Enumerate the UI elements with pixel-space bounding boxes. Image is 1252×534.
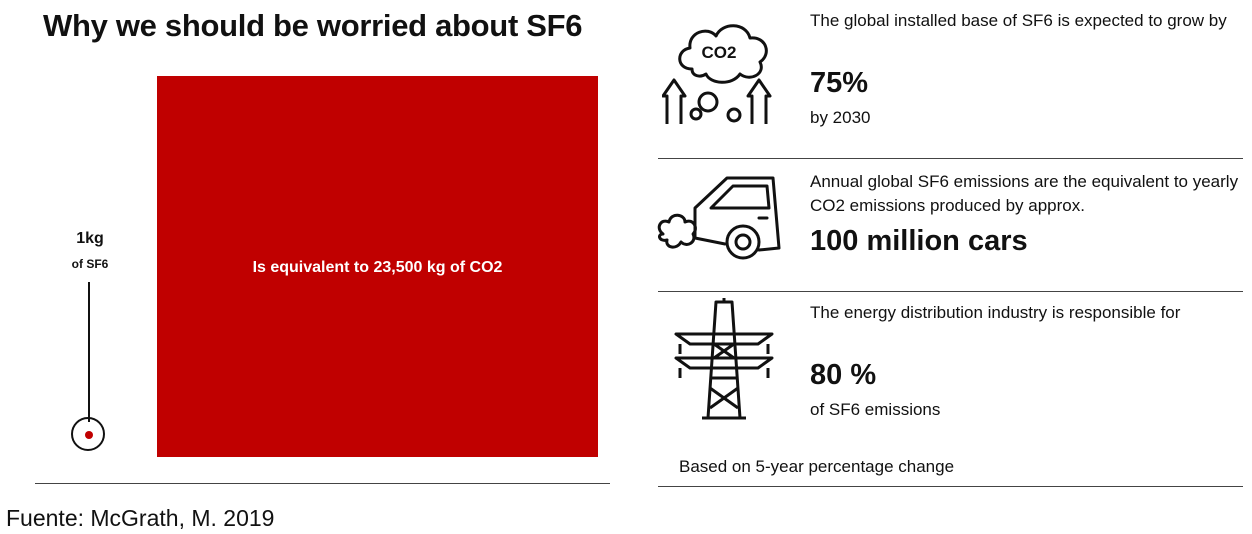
stat-cars-value: 100 million cars [810, 225, 1028, 257]
weight-icon [71, 417, 105, 451]
source-citation: Fuente: McGrath, M. 2019 [6, 505, 275, 531]
stat-industry-text: The energy distribution industry is resp… [810, 303, 1181, 322]
footnote: Based on 5-year percentage change [679, 457, 955, 476]
weight-string [88, 282, 90, 422]
divider [658, 158, 1243, 159]
co2-icon-label: CO2 [702, 43, 737, 62]
stat-industry-value: 80 % [810, 359, 877, 391]
car-emissions-icon [657, 176, 781, 260]
divider [658, 291, 1243, 292]
co2-cloud-icon: CO2 [662, 24, 772, 124]
weight-dot [85, 431, 93, 439]
divider [658, 486, 1243, 487]
stat-growth-text: The global installed base of SF6 is expe… [810, 11, 1227, 30]
stat-growth-sub: by 2030 [810, 108, 871, 127]
co2-equivalent-box: Is equivalent to 23,500 kg of CO2 [157, 76, 598, 457]
weight-sublabel: of SF6 [71, 257, 109, 271]
power-tower-icon [674, 298, 774, 420]
stat-cars-text: Annual global SF6 emissions are the equi… [810, 172, 1239, 215]
weight-label: 1kg [76, 230, 104, 247]
page-title: Why we should be worried about SF6 [43, 8, 583, 43]
stat-growth-value: 75% [810, 67, 869, 99]
stat-industry-sub: of SF6 emissions [810, 400, 941, 419]
co2-equivalent-text: Is equivalent to 23,500 kg of CO2 [252, 259, 503, 276]
divider [35, 483, 610, 484]
